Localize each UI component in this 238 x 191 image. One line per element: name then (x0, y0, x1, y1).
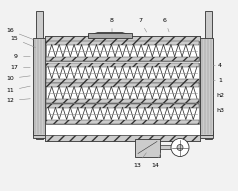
Text: 11: 11 (6, 86, 30, 93)
Text: 14: 14 (151, 153, 161, 168)
Bar (36, 130, 43, 138)
Bar (205, 130, 212, 138)
Circle shape (177, 145, 183, 151)
Bar (33, 37, 46, 134)
Bar (46, 120, 199, 124)
Bar (45, 134, 200, 141)
Bar (45, 36, 200, 141)
Bar (200, 37, 213, 134)
Bar (135, 138, 160, 156)
Text: 16: 16 (6, 28, 33, 40)
Bar (45, 36, 200, 41)
Text: 6: 6 (163, 18, 169, 32)
Bar (46, 62, 199, 83)
Bar (46, 79, 199, 83)
Bar (205, 11, 212, 40)
Text: 17: 17 (10, 65, 30, 70)
Bar (36, 11, 43, 40)
Bar (33, 130, 213, 138)
Text: 12: 12 (6, 98, 30, 103)
Text: 4: 4 (213, 63, 222, 68)
Text: h2: h2 (213, 93, 224, 98)
Text: 15: 15 (10, 36, 35, 47)
Bar (46, 40, 199, 61)
Text: 9: 9 (14, 54, 30, 59)
Bar (46, 40, 199, 45)
Bar (46, 104, 199, 108)
Bar (88, 32, 132, 37)
Polygon shape (88, 32, 132, 36)
Bar (46, 104, 199, 124)
Bar (46, 57, 199, 61)
Bar (46, 99, 199, 103)
Text: h3: h3 (213, 108, 224, 113)
Text: 8: 8 (110, 18, 114, 32)
Circle shape (171, 138, 189, 156)
Bar (46, 62, 199, 66)
Bar (46, 83, 199, 87)
Text: 13: 13 (133, 153, 146, 168)
Bar (46, 83, 199, 103)
Text: 1: 1 (213, 78, 222, 83)
Bar (160, 145, 185, 148)
Text: 7: 7 (138, 18, 147, 32)
Text: 10: 10 (6, 76, 30, 81)
